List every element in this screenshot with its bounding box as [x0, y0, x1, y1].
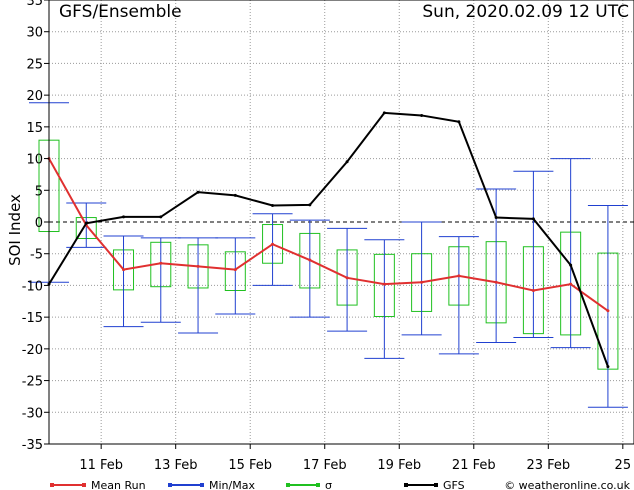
legend-label-mean-run: Mean Run	[91, 479, 146, 490]
x-tick-label: 11 Feb	[79, 458, 123, 473]
x-tick-label: 19 Feb	[377, 458, 421, 473]
y-tick-label: 35	[26, 0, 43, 9]
mean-run-point	[457, 274, 461, 278]
gfs-point	[457, 120, 461, 124]
legend-label-min-max: Min/Max	[209, 479, 255, 490]
mean-run-point	[159, 261, 163, 265]
legend-item-sigma: σ	[286, 479, 332, 490]
credit: © weatheronline.co.uk	[504, 479, 630, 490]
gfs-point	[569, 263, 573, 267]
gfs-point	[308, 203, 312, 207]
mean-run-point	[122, 268, 126, 272]
x-tick-label: 13 Feb	[154, 458, 198, 473]
y-tick-label: -20	[22, 343, 43, 358]
legend-label-gfs: GFS	[443, 479, 465, 490]
legend-item-min-max: Min/Max	[168, 479, 255, 490]
grid	[49, 0, 634, 444]
y-tick-label: 5	[35, 184, 43, 199]
mean-run-point	[196, 264, 200, 268]
y-axis-ticks: -35 -30 -25 -20 -15 -10 -5 0 5 10 15 20 25 30 35	[22, 0, 49, 453]
gfs-point	[531, 217, 535, 221]
y-tick-label: -25	[22, 375, 43, 390]
mean-run-point	[271, 242, 275, 246]
chart-title: GFS/Ensemble	[59, 2, 182, 22]
mean-run-point	[233, 268, 237, 272]
legend: Mean Run Min/Max σ GFS © weatheronline.c	[50, 479, 631, 490]
y-tick-label: 20	[26, 89, 43, 104]
gfs-point	[345, 160, 349, 164]
gfs-point	[233, 193, 237, 197]
mean-run-series	[47, 157, 610, 313]
mean-run-point	[569, 282, 573, 286]
y-tick-label: 30	[26, 26, 43, 41]
x-tick-label: 23 Feb	[526, 458, 570, 473]
x-axis-ticks: 11 Feb 13 Feb 15 Feb 17 Feb 19 Feb 21 Feb 23 F…	[79, 444, 631, 473]
gfs-point	[122, 215, 126, 219]
gfs-point	[84, 221, 88, 225]
gfs-series	[47, 111, 610, 369]
x-tick-label: 17 Feb	[303, 458, 347, 473]
gfs-point	[382, 111, 386, 115]
legend-item-mean-run: Mean Run	[50, 479, 146, 490]
y-tick-label: 10	[26, 153, 43, 168]
y-tick-label: 15	[26, 121, 43, 136]
mean-run-point	[382, 282, 386, 286]
gfs-point	[271, 204, 275, 208]
gfs-point	[420, 113, 424, 117]
x-tick-label: 25	[615, 458, 632, 473]
gfs-point	[494, 216, 498, 220]
gfs-point	[159, 215, 163, 219]
gfs-point	[606, 365, 610, 369]
y-tick-label: -15	[22, 311, 43, 326]
y-tick-label: 0	[35, 216, 43, 231]
mean-run-point	[345, 276, 349, 280]
gfs-point	[196, 190, 200, 194]
x-tick-label: 21 Feb	[452, 458, 496, 473]
legend-item-gfs: GFS	[404, 479, 465, 490]
min-max-whiskers	[29, 102, 628, 408]
y-tick-label: -30	[22, 406, 43, 421]
run-timestamp: Sun, 2020.02.09 12 UTC	[422, 2, 629, 22]
mean-run-point	[606, 309, 610, 313]
y-tick-label: -5	[30, 248, 43, 263]
y-tick-label: -35	[22, 438, 43, 453]
sigma-boxes	[38, 139, 619, 370]
mean-run-point	[531, 289, 535, 293]
mean-run-point	[308, 258, 312, 262]
x-tick-label: 15 Feb	[228, 458, 272, 473]
mean-run-line	[48, 158, 609, 312]
y-tick-label: -10	[22, 279, 43, 294]
gfs-line	[48, 111, 609, 367]
y-tick-label: 25	[26, 57, 43, 72]
mean-run-point	[420, 280, 424, 284]
legend-label-sigma: σ	[325, 479, 332, 490]
mean-run-point	[494, 280, 498, 284]
y-axis-label: SOI Index	[6, 194, 24, 266]
